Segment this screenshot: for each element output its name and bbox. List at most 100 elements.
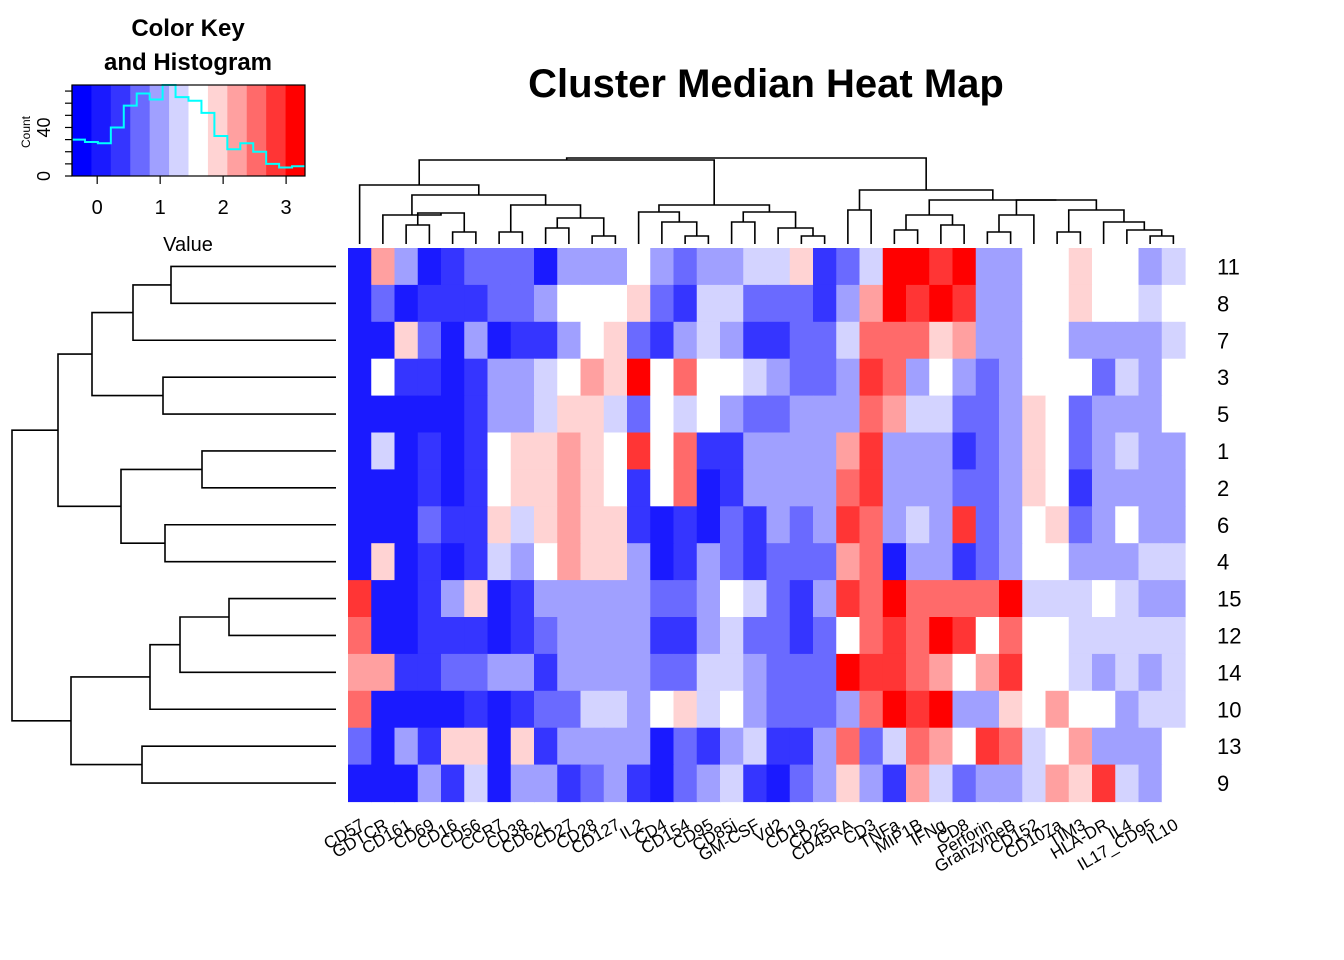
- heatmap-cell: [1045, 432, 1070, 470]
- heatmap-cell: [1068, 248, 1093, 286]
- heatmap-cell: [557, 432, 582, 470]
- row-label: 6: [1217, 513, 1229, 538]
- heatmap-cell: [348, 690, 372, 729]
- heatmap-cell: [1138, 395, 1163, 434]
- heatmap-cell: [650, 358, 675, 397]
- heatmap-cell: [975, 617, 1000, 655]
- heatmap-cell: [1045, 617, 1070, 655]
- heatmap-cell: [1092, 543, 1116, 581]
- heatmap-cell: [673, 727, 698, 766]
- heatmap-cell: [1045, 506, 1070, 544]
- heatmap-cell: [1022, 358, 1047, 397]
- heatmap-cell: [441, 248, 465, 286]
- heatmap-cell: [975, 580, 1000, 618]
- heatmap-cell: [487, 690, 512, 729]
- heatmap-cell: [464, 506, 489, 544]
- color-key-swatch: [207, 85, 228, 176]
- heatmap-cell: [906, 653, 930, 692]
- color-key-swatch: [266, 85, 287, 176]
- heatmap-cell: [1161, 358, 1186, 397]
- heatmap-cell: [627, 617, 651, 655]
- heatmap-cell: [1022, 432, 1047, 470]
- heatmap-cell: [464, 764, 489, 803]
- heatmap-cell: [882, 653, 907, 692]
- heatmap-cell: [371, 727, 396, 766]
- heatmap-cell: [999, 617, 1023, 655]
- heatmap-cell: [789, 469, 814, 507]
- heatmap-cell: [789, 653, 814, 692]
- row-label: 12: [1217, 624, 1241, 649]
- color-key-ytick-label: 0: [34, 171, 54, 181]
- heatmap-cell: [394, 543, 419, 581]
- dendrogram-branch: [730, 221, 756, 244]
- heatmap-cell: [813, 284, 837, 323]
- heatmap-cell: [720, 653, 744, 692]
- heatmap-cell: [1161, 469, 1186, 507]
- heatmap-cell: [1092, 469, 1116, 507]
- heatmap-cell: [464, 248, 489, 286]
- dendrogram-branch: [416, 212, 466, 232]
- heatmap-cell: [534, 321, 558, 360]
- heatmap-cell: [534, 506, 558, 544]
- heatmap-cell: [487, 617, 512, 655]
- heatmap-cell: [603, 690, 628, 729]
- heatmap-cell: [813, 432, 837, 470]
- heatmap-cell: [743, 248, 768, 286]
- dendrogram-branch: [684, 235, 710, 244]
- heatmap-cell: [603, 321, 628, 360]
- heatmap-cell: [673, 395, 698, 434]
- heatmap-cell: [417, 395, 442, 434]
- heatmap-cell: [603, 653, 628, 692]
- heatmap-cell: [510, 764, 535, 803]
- heatmap-cell: [1161, 321, 1186, 360]
- dendrogram-branch: [847, 209, 872, 244]
- heatmap-cell: [859, 395, 884, 434]
- heatmap-cell: [487, 653, 512, 692]
- heatmap-cell: [1161, 284, 1186, 323]
- heatmap-cell: [813, 506, 837, 544]
- heatmap-cell: [999, 653, 1023, 692]
- heatmap-cell: [1092, 284, 1116, 323]
- heatmap-cell: [1045, 248, 1070, 286]
- heatmap-cell: [929, 248, 954, 286]
- dendrogram-branch: [91, 311, 163, 397]
- row-label: 7: [1217, 328, 1229, 353]
- heatmap-cell: [766, 543, 791, 581]
- heatmap-cell: [859, 321, 884, 360]
- heatmap-cell: [580, 469, 605, 507]
- dendrogram-branch: [893, 229, 919, 244]
- dendrogram-branch: [556, 217, 605, 236]
- heatmap-cell: [743, 284, 768, 323]
- heatmap-cell: [975, 764, 1000, 803]
- heatmap-cell: [1161, 690, 1186, 729]
- heatmap-cell: [627, 727, 651, 766]
- heatmap-cell: [766, 358, 791, 397]
- dendrogram-branch: [162, 376, 336, 415]
- color-key-title-line1: Color Key: [131, 15, 245, 42]
- color-key-xtick-label: 3: [281, 197, 292, 219]
- heatmap-cell: [580, 321, 605, 360]
- heatmap-cell: [1161, 653, 1186, 692]
- heatmap-cell: [441, 653, 465, 692]
- heatmap-cell: [371, 543, 396, 581]
- heatmap-cell: [1045, 580, 1070, 618]
- heatmap-cell: [720, 284, 744, 323]
- heatmap-cell: [906, 248, 930, 286]
- row-label: 11: [1217, 254, 1240, 279]
- heatmap-cell: [441, 580, 465, 618]
- heatmap-cell: [417, 764, 442, 803]
- heatmap-cell: [929, 469, 954, 507]
- row-label: 13: [1217, 734, 1241, 759]
- heatmap-cell: [510, 617, 535, 655]
- heatmap-cell: [836, 580, 861, 618]
- heatmap-cell: [813, 690, 837, 729]
- heatmap-cell: [464, 321, 489, 360]
- heatmap-cell: [417, 321, 442, 360]
- heatmap-cell: [999, 727, 1023, 766]
- heatmap-cell: [1045, 764, 1070, 803]
- heatmap-cell: [673, 284, 698, 323]
- heatmap-cell: [510, 321, 535, 360]
- heatmap-cell: [580, 690, 605, 729]
- heatmap-cell: [813, 395, 837, 434]
